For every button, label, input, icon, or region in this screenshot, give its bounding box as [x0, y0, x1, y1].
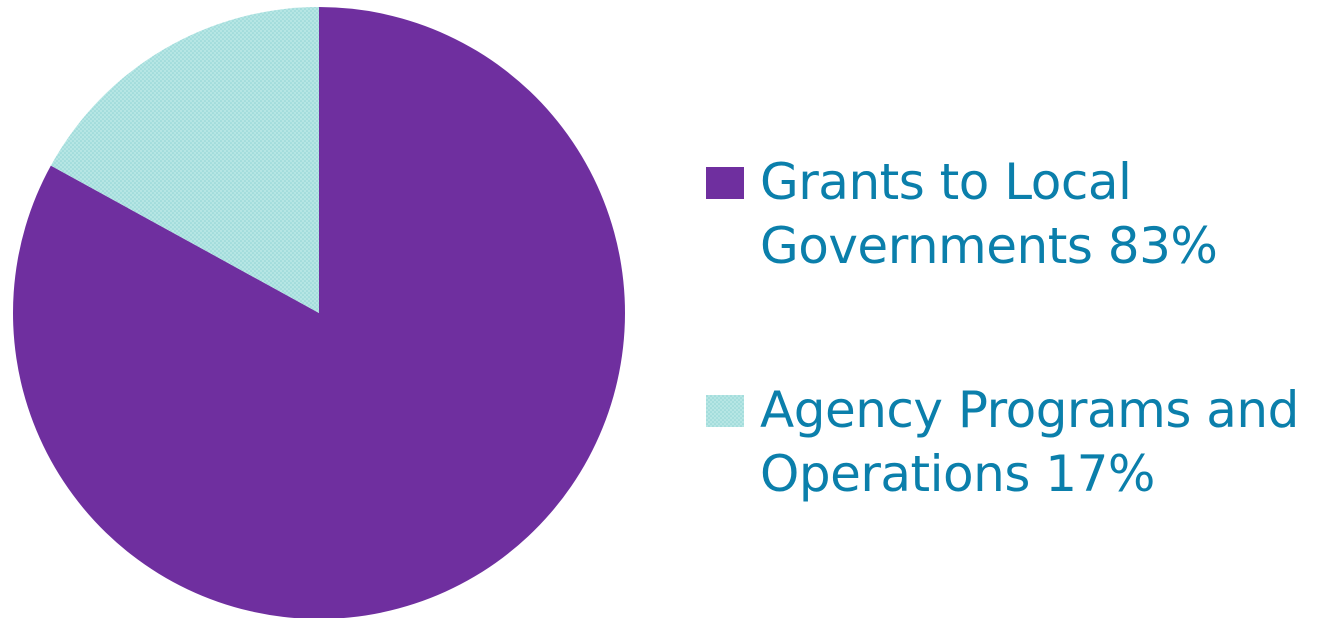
pie-slice-0 [13, 7, 625, 618]
legend-item-grants: Grants to Local Governments 83% [706, 150, 1321, 278]
pie-slices [13, 7, 625, 618]
legend: Grants to Local Governments 83% Agency P… [706, 150, 1321, 506]
legend-label-agency-line-2: Operations 17% [760, 445, 1155, 503]
pie-slice-1 [50, 7, 319, 313]
legend-swatch-grants [706, 167, 744, 199]
pie-chart [13, 7, 625, 618]
legend-label-grants-line-1: Grants to Local [760, 153, 1132, 211]
legend-label-grants-line-2: Governments 83% [760, 217, 1218, 275]
legend-swatch-agency [706, 395, 744, 427]
legend-label-agency-line-1: Agency Programs and [760, 381, 1299, 439]
legend-item-agency: Agency Programs and Operations 17% [706, 378, 1321, 506]
